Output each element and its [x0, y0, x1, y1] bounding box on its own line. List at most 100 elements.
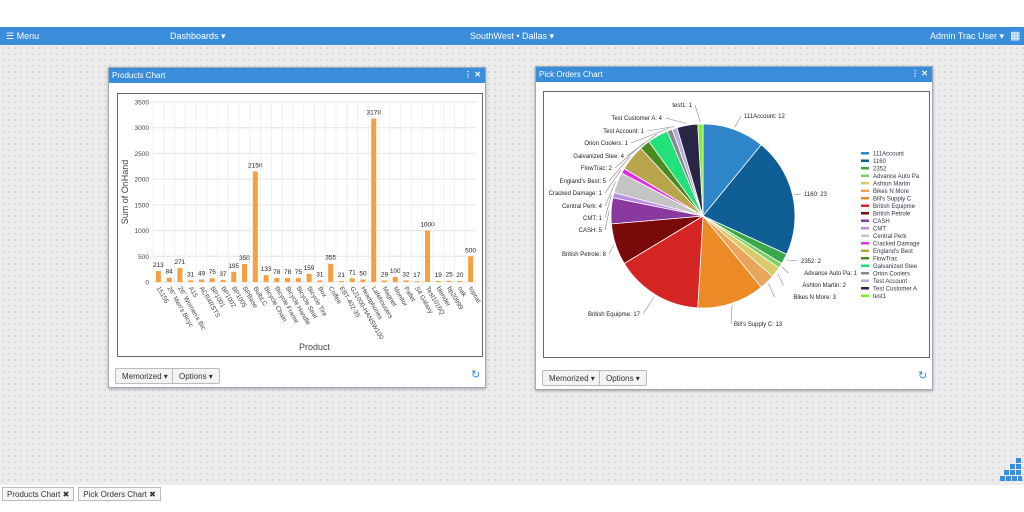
refresh-icon[interactable]: ↻	[471, 369, 481, 381]
legend-label: Bikes N More	[873, 189, 910, 195]
legend-label: Orion Coolers	[873, 272, 910, 278]
legend-label: Galvanized Stee	[873, 264, 918, 270]
y-tick-label: 1000	[135, 228, 150, 235]
label-leader-line	[664, 117, 688, 124]
legend-swatch	[861, 294, 869, 297]
bar	[188, 280, 194, 282]
slice-label: Test Customer A: 4	[611, 116, 662, 122]
legend-label: 111Account	[873, 152, 904, 158]
legend-label: England's Best	[873, 249, 913, 255]
menu-button[interactable]: ☰ Menu	[6, 31, 40, 41]
bar	[263, 275, 269, 282]
pie-slice	[623, 215, 704, 309]
bar	[446, 280, 452, 282]
panel-menu-close[interactable]: ⋮ ✕	[464, 70, 481, 79]
pie-chart-area: 111Account: 12 1160: 23 2352: 2 Advance Aut…	[543, 91, 930, 358]
bar	[360, 279, 366, 282]
label-leader-line	[626, 133, 657, 157]
legend-swatch	[861, 189, 869, 192]
slice-label: CASH: 5	[579, 228, 603, 234]
bar-value-label: 100	[390, 268, 401, 275]
legend-swatch	[861, 227, 869, 230]
bar	[285, 277, 291, 282]
footer-tab-pick-orders-chart[interactable]: Pick Orders Chart ✖	[78, 487, 161, 501]
label-leader-line	[777, 273, 784, 286]
bar	[166, 277, 172, 282]
bar	[177, 268, 183, 282]
bar-value-label: 31	[316, 271, 324, 278]
top-navbar: ☰ Menu Dashboards ▾ SouthWest • Dallas ▾…	[0, 27, 1024, 45]
options-button[interactable]: Options ▾	[172, 368, 220, 384]
legend-swatch	[861, 272, 869, 275]
legend-label: British Petrole	[873, 212, 911, 218]
bar	[220, 280, 226, 282]
label-leader-line	[642, 296, 655, 315]
bar	[425, 230, 431, 282]
bar-value-label: 1000	[420, 222, 435, 229]
bar	[231, 271, 237, 282]
slice-label: Central Perk: 4	[562, 204, 603, 210]
label-leader-line	[630, 128, 670, 144]
slice-label: Ashton Martin: 2	[802, 283, 846, 289]
label-leader-line	[604, 194, 612, 219]
bar-value-label: 500	[465, 247, 476, 254]
bar	[392, 276, 398, 282]
legend-swatch	[861, 257, 869, 260]
legend-label: Central Perk	[873, 234, 907, 240]
slice-label: British Petrole: 8	[562, 252, 607, 258]
slice-label: Cracked Damage: 1	[549, 191, 603, 197]
dashboards-dropdown[interactable]: Dashboards ▾	[170, 31, 226, 41]
bar-value-label: 133	[261, 266, 272, 273]
layout-grid-icon[interactable]	[1000, 458, 1022, 484]
panel-menu-close[interactable]: ⋮ ✕	[911, 69, 928, 78]
legend-label: British Equipme	[873, 204, 916, 210]
user-dropdown[interactable]: Admin Trac User ▾	[930, 31, 1005, 41]
footer-tabs: Products Chart ✖ Pick Orders Chart ✖	[2, 487, 161, 501]
slice-label: British Equipme: 17	[588, 312, 641, 318]
slice-label: test1: 1	[672, 103, 692, 109]
legend-label: FlowTrac	[873, 257, 897, 263]
footer-tab-products-chart[interactable]: Products Chart ✖	[2, 487, 75, 501]
legend-label: CASH	[873, 219, 890, 225]
bar-value-label: 71	[349, 269, 357, 276]
y-tick-label: 2500	[135, 151, 150, 158]
options-button[interactable]: Options ▾	[599, 370, 647, 386]
location-dropdown[interactable]: SouthWest • Dallas ▾	[470, 31, 555, 41]
pick-orders-chart-panel: Pick Orders Chart ⋮ ✕ 111Account: 12 1160:…	[535, 66, 933, 390]
x-tick-label: oak	[456, 286, 468, 299]
bar	[306, 273, 312, 282]
slice-label: England's Best: 5	[559, 179, 606, 185]
label-leader-line	[781, 266, 789, 274]
legend-label: Bill's Supply C	[873, 197, 912, 203]
refresh-icon[interactable]: ↻	[918, 370, 928, 382]
memorized-button[interactable]: Memorized ▾	[115, 368, 175, 384]
label-leader-line	[768, 283, 775, 298]
bar	[371, 118, 377, 282]
slice-label: Advance Auto Pa: 1	[804, 271, 857, 277]
legend-swatch	[861, 182, 869, 185]
legend-label: Test Account	[873, 279, 907, 285]
bar-value-label: 195	[228, 263, 239, 270]
bar	[274, 277, 280, 282]
bar	[457, 280, 463, 282]
panel-header: Pick Orders Chart ⋮ ✕	[536, 67, 932, 82]
bar-chart: 0500100015002000250030003500213151568426…	[120, 100, 482, 353]
legend-label: Ashton Martin	[873, 182, 910, 188]
bar	[468, 256, 474, 282]
memorized-button[interactable]: Memorized ▾	[542, 370, 602, 386]
y-tick-label: 2000	[135, 177, 150, 184]
x-axis-title: Product	[299, 342, 331, 352]
bar	[252, 171, 258, 282]
bar-value-label: 78	[284, 269, 292, 276]
legend-swatch	[861, 159, 869, 162]
bar-value-label: 78	[273, 269, 281, 276]
apps-grid-icon[interactable]: ▦	[1010, 30, 1021, 42]
legend-swatch	[861, 152, 869, 155]
bar-value-label: 32	[402, 271, 410, 278]
legend-swatch	[861, 219, 869, 222]
bar-value-label: 84	[166, 269, 174, 276]
x-tick-label: topcat	[467, 286, 482, 305]
bar	[328, 263, 334, 282]
pie-chart: 111Account: 12 1160: 23 2352: 2 Advance Aut…	[549, 103, 921, 328]
legend-label: Test Customer A	[873, 287, 917, 293]
